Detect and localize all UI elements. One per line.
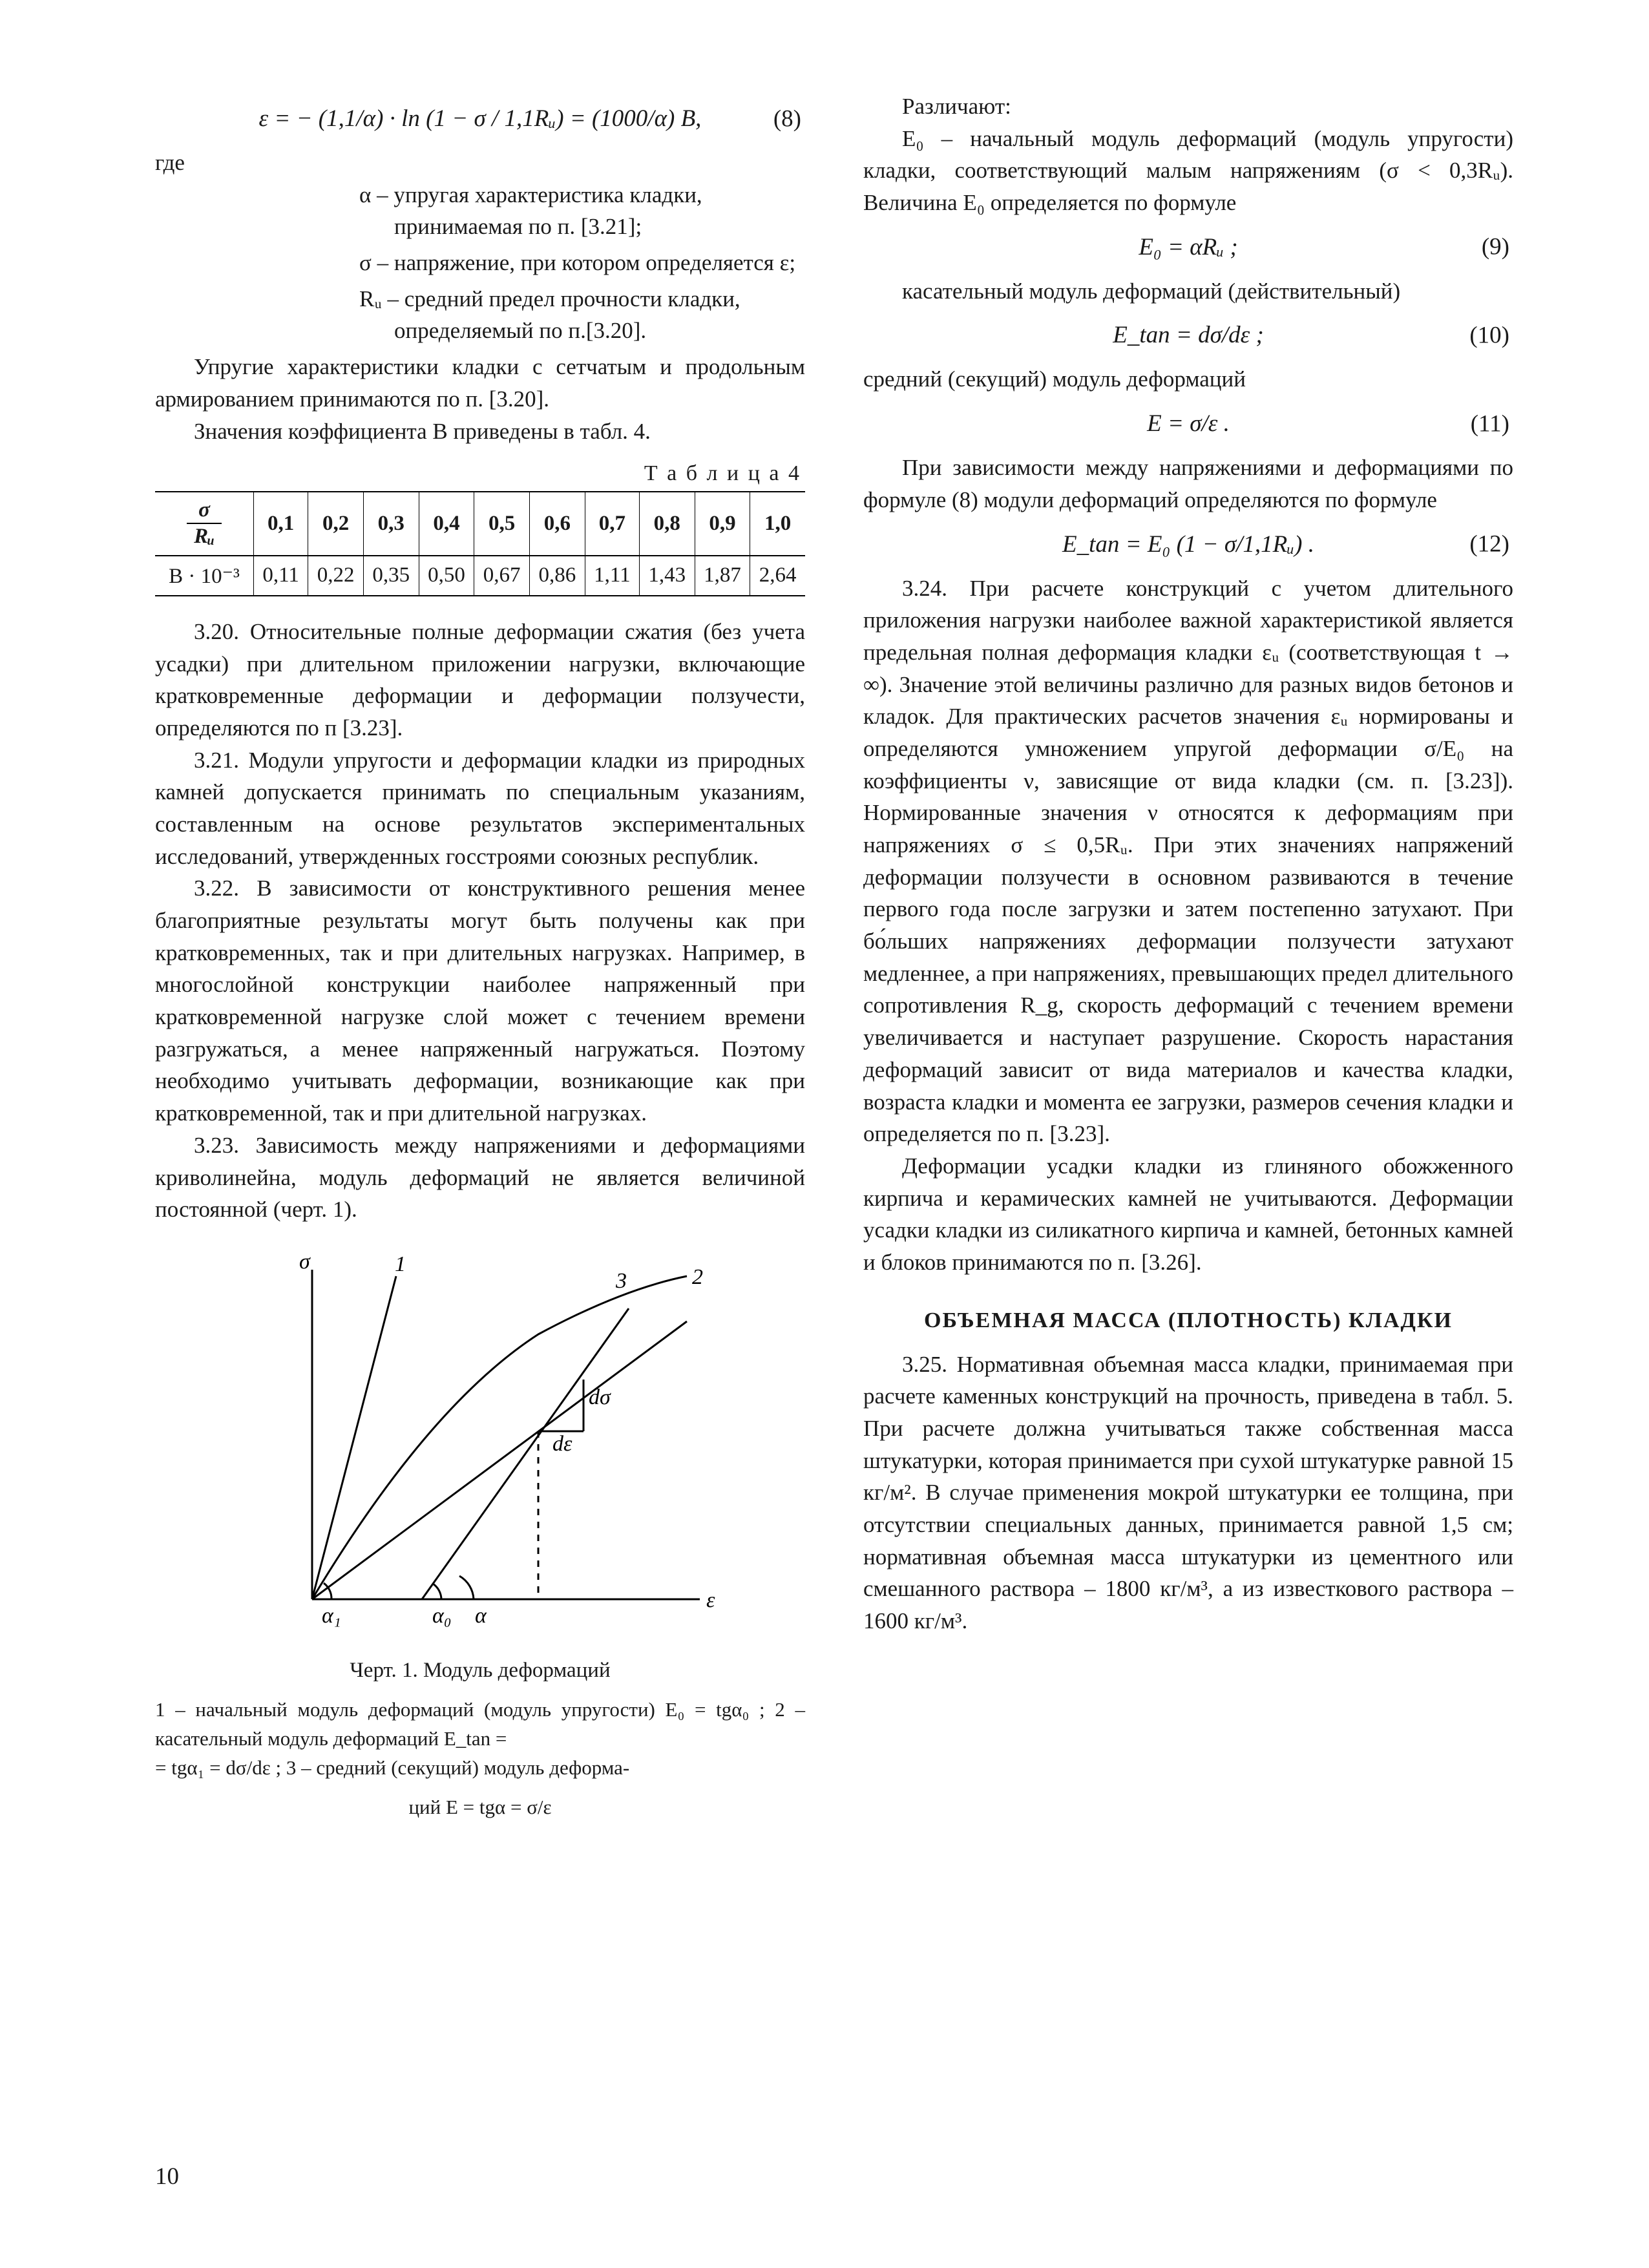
sigma-def: σ – напряжение, при котором определяется…	[394, 247, 805, 279]
para-elastic-char: Упругие характеристики кладки с сетчатым…	[155, 351, 805, 415]
gde-txt: где	[155, 150, 185, 175]
eq9-num: (9)	[1482, 233, 1509, 261]
para-e0-def: E₀ – начальный модуль деформаций (модуль…	[863, 123, 1513, 219]
curve-2-label: 2	[692, 1265, 703, 1289]
legend-line1: 1 – начальный модуль деформаций (модуль …	[155, 1698, 805, 1750]
t4-v2: 0,35	[363, 556, 419, 596]
t4-r2label: B · 10⁻³	[155, 556, 254, 596]
t4-c3: 0,4	[419, 492, 474, 556]
t4-v9: 2,64	[750, 556, 805, 596]
equation-8: ε = − (1,1/α) · ln (1 − σ / 1,1Rᵤ) = (10…	[155, 105, 805, 132]
axis-eps-label: ε	[706, 1588, 715, 1612]
alpha0-label: α₀	[432, 1604, 452, 1628]
figure-1-svg: σ ε 1 2 3 α₁ α₀ α dσ dε	[235, 1237, 726, 1651]
alpha-def: α – упругая характеристика кладки, прини…	[394, 179, 805, 243]
table4-label: Т а б л и ц а 4	[155, 461, 801, 486]
symbol-definitions: α – упругая характеристика кладки, прини…	[394, 179, 805, 347]
eq9-body: E₀ = αRᵤ ;	[1139, 234, 1237, 260]
t4-v6: 1,11	[585, 556, 639, 596]
para-pri-zav: При зависимости между напряжениями и деф…	[863, 452, 1513, 516]
page-number: 10	[155, 2163, 179, 2190]
t4-c0: 0,1	[254, 492, 308, 556]
t4-v0: 0,11	[254, 556, 308, 596]
frac-bot: Rᵤ	[187, 524, 222, 548]
t4-c9: 1,0	[750, 492, 805, 556]
table-4: σ Rᵤ 0,1 0,2 0,3 0,4 0,5 0,6 0,7 0,8 0,9…	[155, 491, 805, 596]
t4-c6: 0,7	[585, 492, 639, 556]
eq11-num: (11)	[1471, 410, 1509, 437]
t4-v5: 0,86	[530, 556, 585, 596]
curve-3-label: 3	[615, 1269, 627, 1293]
para-3-25: 3.25. Нормативная объемная масса кладки,…	[863, 1349, 1513, 1637]
eq11-body: E = σ/ε .	[1147, 410, 1230, 437]
equation-12: E_tan = E₀ (1 − σ/1,1Rᵤ) . (12)	[863, 530, 1513, 558]
para-sredn: средний (секущий) модуль деформаций	[863, 363, 1513, 395]
equation-9: E₀ = αRᵤ ; (9)	[863, 233, 1513, 261]
section-title-density: ОБЪЕМНАЯ МАССА (ПЛОТНОСТЬ) КЛАДКИ	[863, 1308, 1513, 1333]
where-label: где	[155, 147, 805, 179]
ru-def: Rᵤ – средний предел прочности кладки, оп…	[394, 283, 805, 347]
t4-v4: 0,67	[474, 556, 530, 596]
alpha1-label: α₁	[322, 1604, 341, 1628]
curve-1-label: 1	[395, 1252, 406, 1276]
eq8-num: (8)	[773, 105, 801, 132]
para-def-usadki: Деформации усадки кладки из глиняного об…	[863, 1150, 1513, 1279]
figure-1-legend: 1 – начальный модуль деформаций (модуль …	[155, 1696, 805, 1822]
t4-c4: 0,5	[474, 492, 530, 556]
legend-line2: = tgα₁ = dσ/dε ; 3 – средний (секущий) м…	[155, 1756, 629, 1779]
dsigma-label: dσ	[589, 1385, 611, 1409]
t4-c5: 0,6	[530, 492, 585, 556]
t4-v3: 0,50	[419, 556, 474, 596]
t4-c2: 0,3	[363, 492, 419, 556]
para-3-21: 3.21. Модули упругости и деформации клад…	[155, 744, 805, 873]
eq12-num: (12)	[1469, 530, 1509, 558]
axis-sigma-label: σ	[299, 1250, 311, 1274]
para-kasat: касательный модуль деформаций (действите…	[863, 275, 1513, 308]
table-row: B · 10⁻³ 0,11 0,22 0,35 0,50 0,67 0,86 1…	[155, 556, 805, 596]
table-row: σ Rᵤ 0,1 0,2 0,3 0,4 0,5 0,6 0,7 0,8 0,9…	[155, 492, 805, 556]
t4-c7: 0,8	[639, 492, 695, 556]
t4-v8: 1,87	[695, 556, 750, 596]
equation-10: E_tan = dσ/dε ; (10)	[863, 321, 1513, 349]
para-razlichayut: Различают:	[863, 90, 1513, 123]
frac-top: σ	[187, 499, 222, 524]
eq10-num: (10)	[1469, 321, 1509, 349]
eq8-body: ε = − (1,1/α) · ln (1 − σ / 1,1Rᵤ) = (10…	[259, 105, 702, 132]
para-3-24: 3.24. При расчете конструкций с учетом д…	[863, 572, 1513, 1150]
t4-v7: 1,43	[639, 556, 695, 596]
alpha-label: α	[475, 1604, 487, 1628]
eq10-body: E_tan = dσ/dε ;	[1113, 322, 1264, 348]
para-3-23: 3.23. Зависимость между напряжениями и д…	[155, 1129, 805, 1226]
t4-c1: 0,2	[308, 492, 364, 556]
t4-v1: 0,22	[308, 556, 364, 596]
figure-1: σ ε 1 2 3 α₁ α₀ α dσ dε Черт. 1. Модуль …	[155, 1237, 805, 1822]
figure-1-caption: Черт. 1. Модуль деформаций	[155, 1659, 805, 1683]
legend-line3: ций E = tgα = σ/ε	[155, 1793, 805, 1822]
para-bvalues: Значения коэффициента B приведены в табл…	[155, 415, 805, 448]
para-3-22: 3.22. В зависимости от конструктивного р…	[155, 872, 805, 1129]
t4-header-frac: σ Rᵤ	[155, 492, 254, 556]
t4-c8: 0,9	[695, 492, 750, 556]
deps-label: dε	[552, 1432, 572, 1456]
para-3-20: 3.20. Относительные полные деформации сж…	[155, 616, 805, 744]
eq12-body: E_tan = E₀ (1 − σ/1,1Rᵤ) .	[1062, 531, 1314, 558]
equation-11: E = σ/ε . (11)	[863, 410, 1513, 437]
